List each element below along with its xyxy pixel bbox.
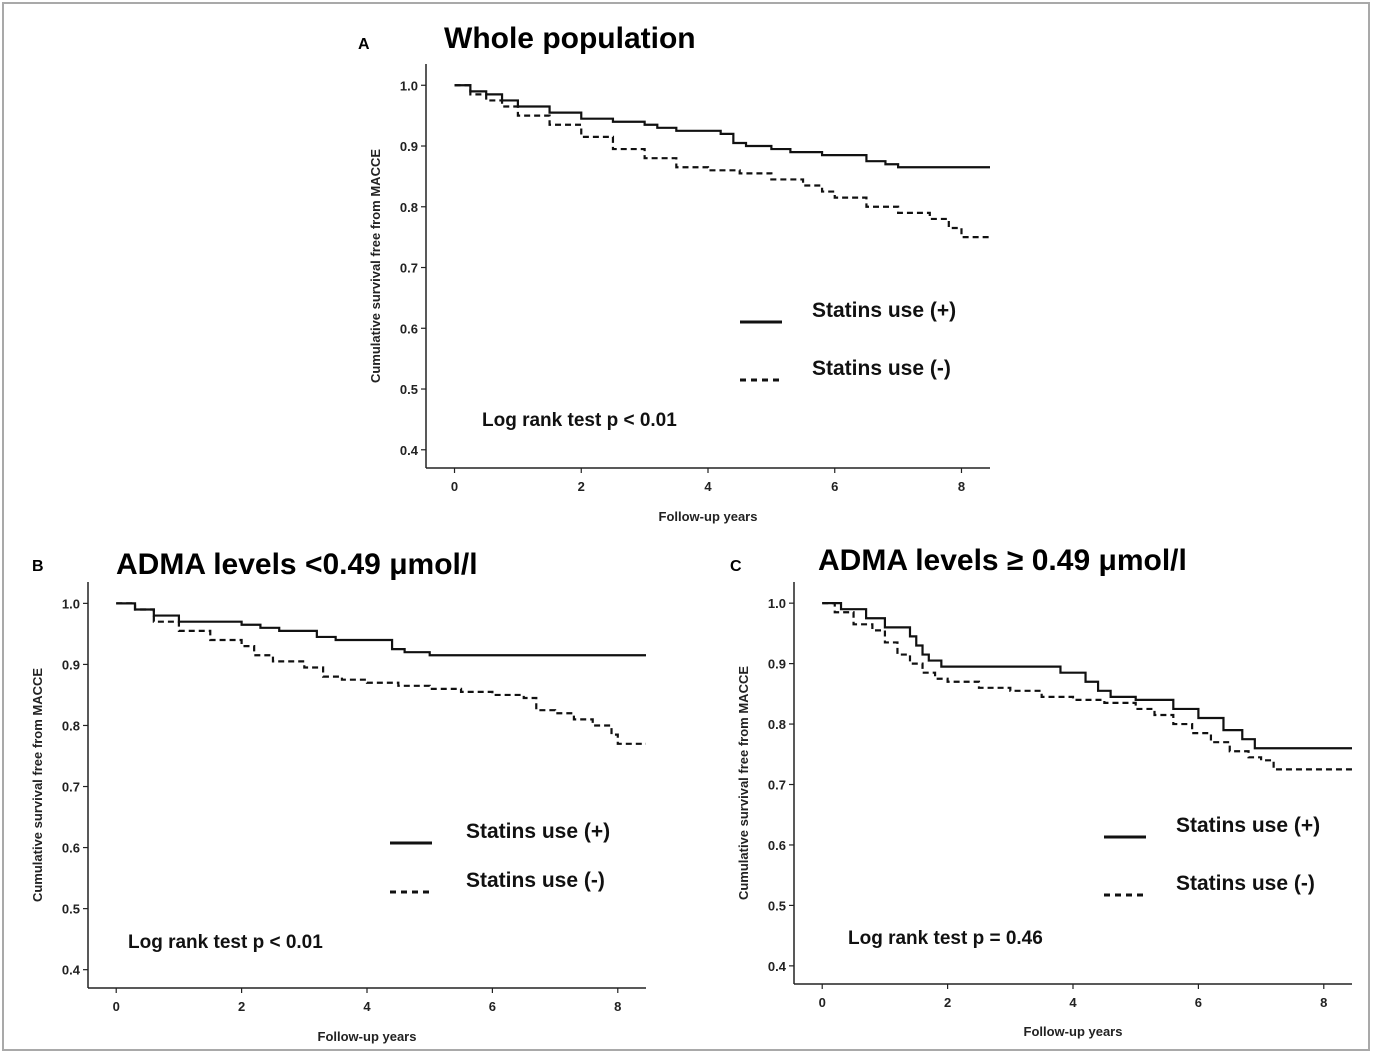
x-tick-label: 0 — [113, 999, 120, 1014]
y-tick-label: 0.6 — [768, 838, 786, 853]
y-tick-label: 0.7 — [768, 778, 786, 793]
x-axis-label: Follow-up years — [659, 509, 758, 524]
y-tick-label: 0.4 — [768, 959, 787, 974]
chart-title: ADMA levels ≥ 0.49 μmol/l — [818, 544, 1187, 577]
y-tick-label: 1.0 — [400, 78, 418, 93]
panel-letter: A — [358, 36, 370, 53]
y-tick-label: 0.4 — [62, 963, 81, 978]
y-tick-label: 0.9 — [400, 139, 418, 154]
series-line-statins-plus — [116, 602, 646, 657]
x-tick-label: 0 — [819, 995, 826, 1010]
x-tick-label: 2 — [944, 995, 951, 1010]
legend-label-statins-plus: Statins use (+) — [812, 299, 956, 322]
y-tick-label: 0.5 — [62, 902, 80, 917]
x-tick-label: 4 — [1069, 995, 1077, 1010]
x-tick-label: 4 — [363, 999, 371, 1014]
series-line-statins-minus — [454, 84, 990, 239]
x-tick-label: 6 — [489, 999, 496, 1014]
y-tick-label: 1.0 — [62, 596, 80, 611]
y-tick-label: 0.7 — [62, 780, 80, 795]
y-tick-label: 1.0 — [768, 596, 786, 611]
y-tick-label: 0.8 — [768, 717, 786, 732]
y-tick-label: 0.8 — [400, 200, 418, 215]
legend-label-statins-plus: Statins use (+) — [466, 820, 610, 843]
chart-panel-c: C ADMA levels ≥ 0.49 μmol/l 0.4 0.5 0.6 0.7 0.… — [730, 544, 1352, 1039]
legend-label-statins-plus: Statins use (+) — [1176, 814, 1320, 837]
series-line-statins-minus — [822, 602, 1352, 771]
chart-panel-a: A Whole population 0.4 0.5 0.6 0.7 0.8 0.9 1.0 0 2… — [358, 22, 990, 524]
x-tick-label: 0 — [451, 479, 458, 494]
y-tick-label: 0.8 — [62, 718, 80, 733]
y-tick-label: 0.6 — [62, 841, 80, 856]
series-line-statins-minus — [116, 602, 646, 745]
log-rank-annotation: Log rank test p < 0.01 — [128, 932, 323, 953]
x-tick-label: 8 — [1320, 995, 1327, 1010]
x-tick-label: 8 — [958, 479, 965, 494]
y-tick-label: 0.6 — [400, 321, 418, 336]
chart-title: Whole population — [444, 22, 696, 55]
x-tick-label: 6 — [1195, 995, 1202, 1010]
y-tick-label: 0.4 — [400, 443, 419, 458]
legend-label-statins-minus: Statins use (-) — [1176, 872, 1315, 895]
y-tick-label: 0.5 — [768, 898, 786, 913]
series-line-statins-plus — [822, 602, 1352, 750]
x-tick-label: 6 — [831, 479, 838, 494]
y-tick-label: 0.7 — [400, 261, 418, 276]
x-axis-label: Follow-up years — [1024, 1024, 1123, 1039]
log-rank-annotation: Log rank test p < 0.01 — [482, 410, 677, 431]
legend-label-statins-minus: Statins use (-) — [812, 357, 951, 380]
chart-panel-b: B ADMA levels <0.49 μmol/l 0.4 0.5 0.6 0.7 0.8… — [30, 548, 646, 1044]
x-tick-label: 8 — [614, 999, 621, 1014]
legend-label-statins-minus: Statins use (-) — [466, 869, 605, 892]
panel-letter: B — [32, 558, 44, 575]
panel-letter: C — [730, 558, 742, 575]
series-line-statins-plus — [454, 84, 990, 169]
x-tick-label: 2 — [578, 479, 585, 494]
y-tick-label: 0.9 — [768, 657, 786, 672]
chart-title: ADMA levels <0.49 μmol/l — [116, 548, 478, 581]
log-rank-annotation: Log rank test p = 0.46 — [848, 928, 1043, 949]
x-tick-label: 2 — [238, 999, 245, 1014]
y-axis-label: Cumulative survival free from MACCE — [736, 666, 751, 900]
y-tick-label: 0.9 — [62, 657, 80, 672]
y-axis-label: Cumulative survival free from MACCE — [368, 149, 383, 383]
x-tick-label: 4 — [704, 479, 712, 494]
y-tick-label: 0.5 — [400, 382, 418, 397]
y-axis-label: Cumulative survival free from MACCE — [30, 668, 45, 902]
x-axis-label: Follow-up years — [318, 1029, 417, 1044]
